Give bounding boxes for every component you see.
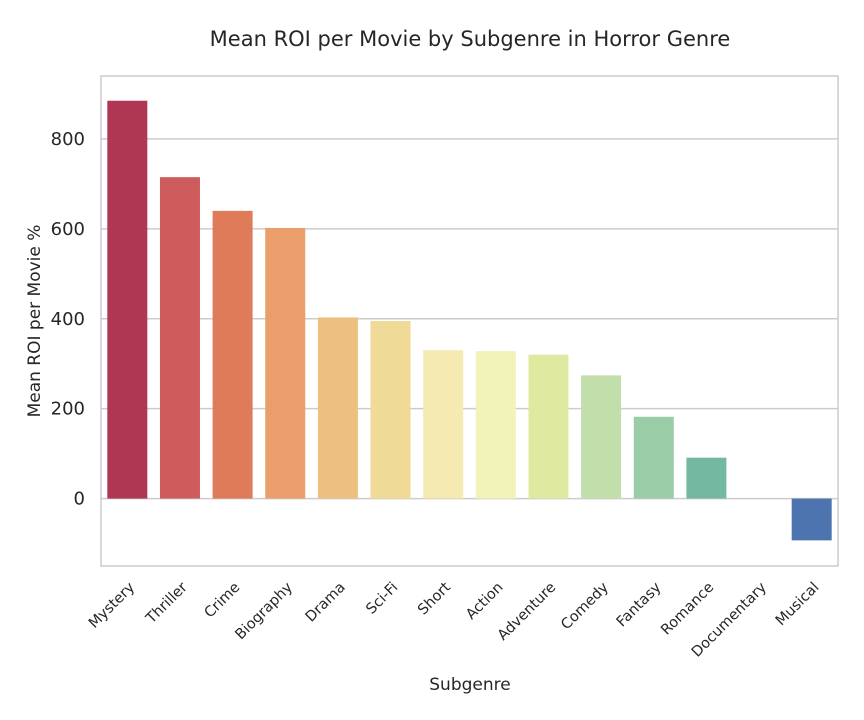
x-tick-label: Short xyxy=(415,579,454,618)
grid xyxy=(101,138,838,500)
y-axis-label: Mean ROI per Movie % xyxy=(25,225,45,418)
y-tick-label: 600 xyxy=(51,219,85,240)
bar-biography xyxy=(265,227,306,499)
bar-mystery xyxy=(107,100,148,499)
bar-comedy xyxy=(581,375,622,499)
bar-musical xyxy=(791,498,832,541)
y-tick-label: 400 xyxy=(51,309,85,330)
bar-adventure xyxy=(528,354,569,499)
bars xyxy=(107,100,832,541)
plot-frame xyxy=(100,75,839,567)
y-tick-label: 800 xyxy=(51,129,85,150)
y-tick-label: 200 xyxy=(51,399,85,420)
x-tick-label: Thriller xyxy=(143,579,191,627)
bar-fantasy xyxy=(633,416,674,499)
x-tick-label: Mystery xyxy=(86,579,138,631)
x-tick-label: Sci-Fi xyxy=(363,580,401,618)
bar-thriller xyxy=(159,177,200,499)
bar-sci-fi xyxy=(370,321,411,499)
bar-action xyxy=(475,351,516,499)
bar-crime xyxy=(212,210,253,499)
x-tick-label: Biography xyxy=(233,579,297,643)
x-tick-label: Crime xyxy=(202,579,244,621)
chart-title: Mean ROI per Movie by Subgenre in Horror… xyxy=(210,27,731,51)
bar-drama xyxy=(317,317,358,499)
bar-romance xyxy=(686,457,727,499)
bar-short xyxy=(423,350,464,499)
x-axis-label: Subgenre xyxy=(429,675,510,695)
x-tick-label: Fantasy xyxy=(614,579,665,630)
y-axis-ticks: 0 200 400 600 800 xyxy=(51,129,85,510)
x-tick-label: Drama xyxy=(303,580,349,626)
y-tick-label: 0 xyxy=(74,489,85,510)
x-tick-label: Musical xyxy=(773,580,823,630)
x-tick-label: Comedy xyxy=(558,579,612,633)
x-tick-label: Action xyxy=(463,580,506,623)
